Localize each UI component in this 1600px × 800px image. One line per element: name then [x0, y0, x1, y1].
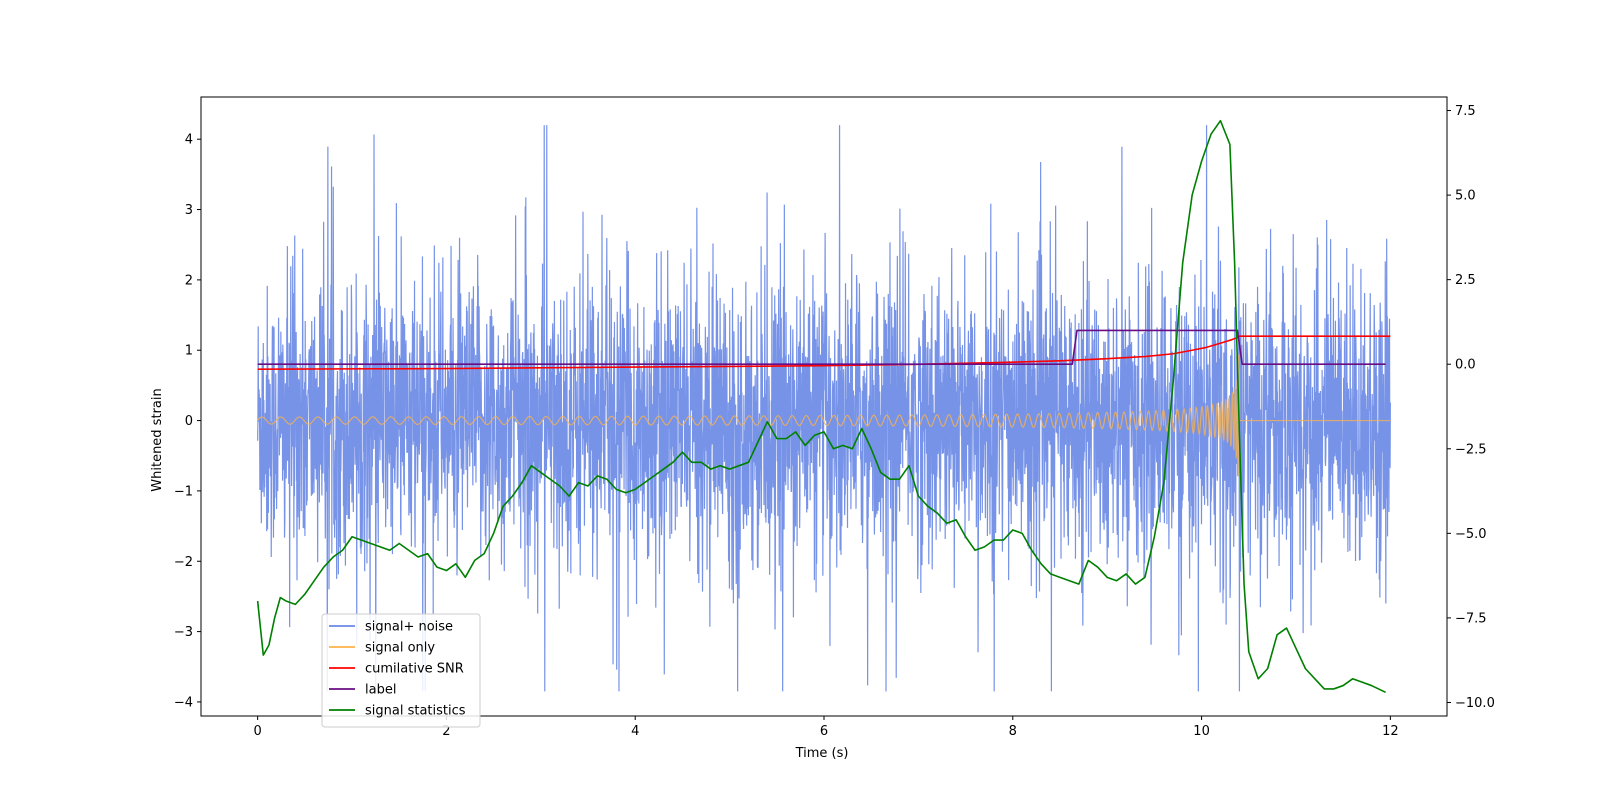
series-signal-statistics: [256, 119, 1386, 694]
y-tick-label: 1: [185, 344, 193, 359]
series-signal-plus-noise: [257, 125, 1391, 692]
x-tick-label: 10: [1193, 724, 1210, 739]
legend-label: cumilative SNR: [365, 662, 464, 677]
legend-item: signal only: [329, 641, 435, 656]
y2-tick-label: 7.5: [1455, 104, 1476, 119]
y-axis-label: Whitened strain: [150, 388, 165, 491]
series-cumulative-snr: [257, 335, 1391, 371]
y-tick-label: −2: [174, 555, 193, 570]
tick-layer: 0 2 4 6 8 10 12−4−3−2−101234−10.0−7.5−5.0−2.50…: [174, 104, 1495, 739]
x-tick-label: 8: [1009, 724, 1017, 739]
legend: signal+ noise signal only cumilative SNR la…: [321, 613, 481, 728]
y2-tick-label: 5.0: [1455, 189, 1476, 204]
y2-tick-label: 0.0: [1455, 358, 1476, 373]
legend-label: signal+ noise: [365, 620, 453, 635]
legend-item: cumilative SNR: [329, 662, 464, 677]
legend-item: signal+ noise: [329, 620, 453, 635]
y-tick-label: 2: [185, 273, 193, 288]
y-tick-label: −4: [174, 695, 193, 710]
y2-tick-label: −10.0: [1455, 696, 1495, 711]
y2-tick-label: −2.5: [1455, 442, 1487, 457]
legend-box: [321, 613, 481, 728]
x-tick-label: 4: [631, 724, 639, 739]
y-tick-label: −3: [174, 625, 193, 640]
y2-tick-label: 2.5: [1455, 273, 1476, 288]
legend-label: signal statistics: [365, 704, 466, 719]
series-label: [257, 329, 1386, 366]
x-tick-label: 12: [1382, 724, 1399, 739]
y-tick-label: 3: [185, 203, 193, 218]
y-tick-label: −1: [174, 484, 193, 499]
legend-item: signal statistics: [329, 704, 466, 719]
plot-area: [256, 119, 1391, 694]
y2-tick-label: −5.0: [1455, 527, 1487, 542]
x-tick-label: 0: [253, 724, 261, 739]
series-signal-only: [257, 354, 1391, 477]
x-tick-label: 6: [820, 724, 828, 739]
x-axis-label: Time (s): [795, 746, 849, 761]
y-tick-label: 4: [185, 133, 193, 148]
y2-tick-label: −7.5: [1455, 611, 1487, 626]
legend-item: label: [329, 683, 396, 698]
legend-label: label: [365, 683, 396, 698]
y-tick-label: 0: [185, 414, 193, 429]
legend-label: signal only: [365, 641, 435, 656]
plot-layer: [256, 119, 1391, 694]
x-tick-label: 2: [442, 724, 450, 739]
